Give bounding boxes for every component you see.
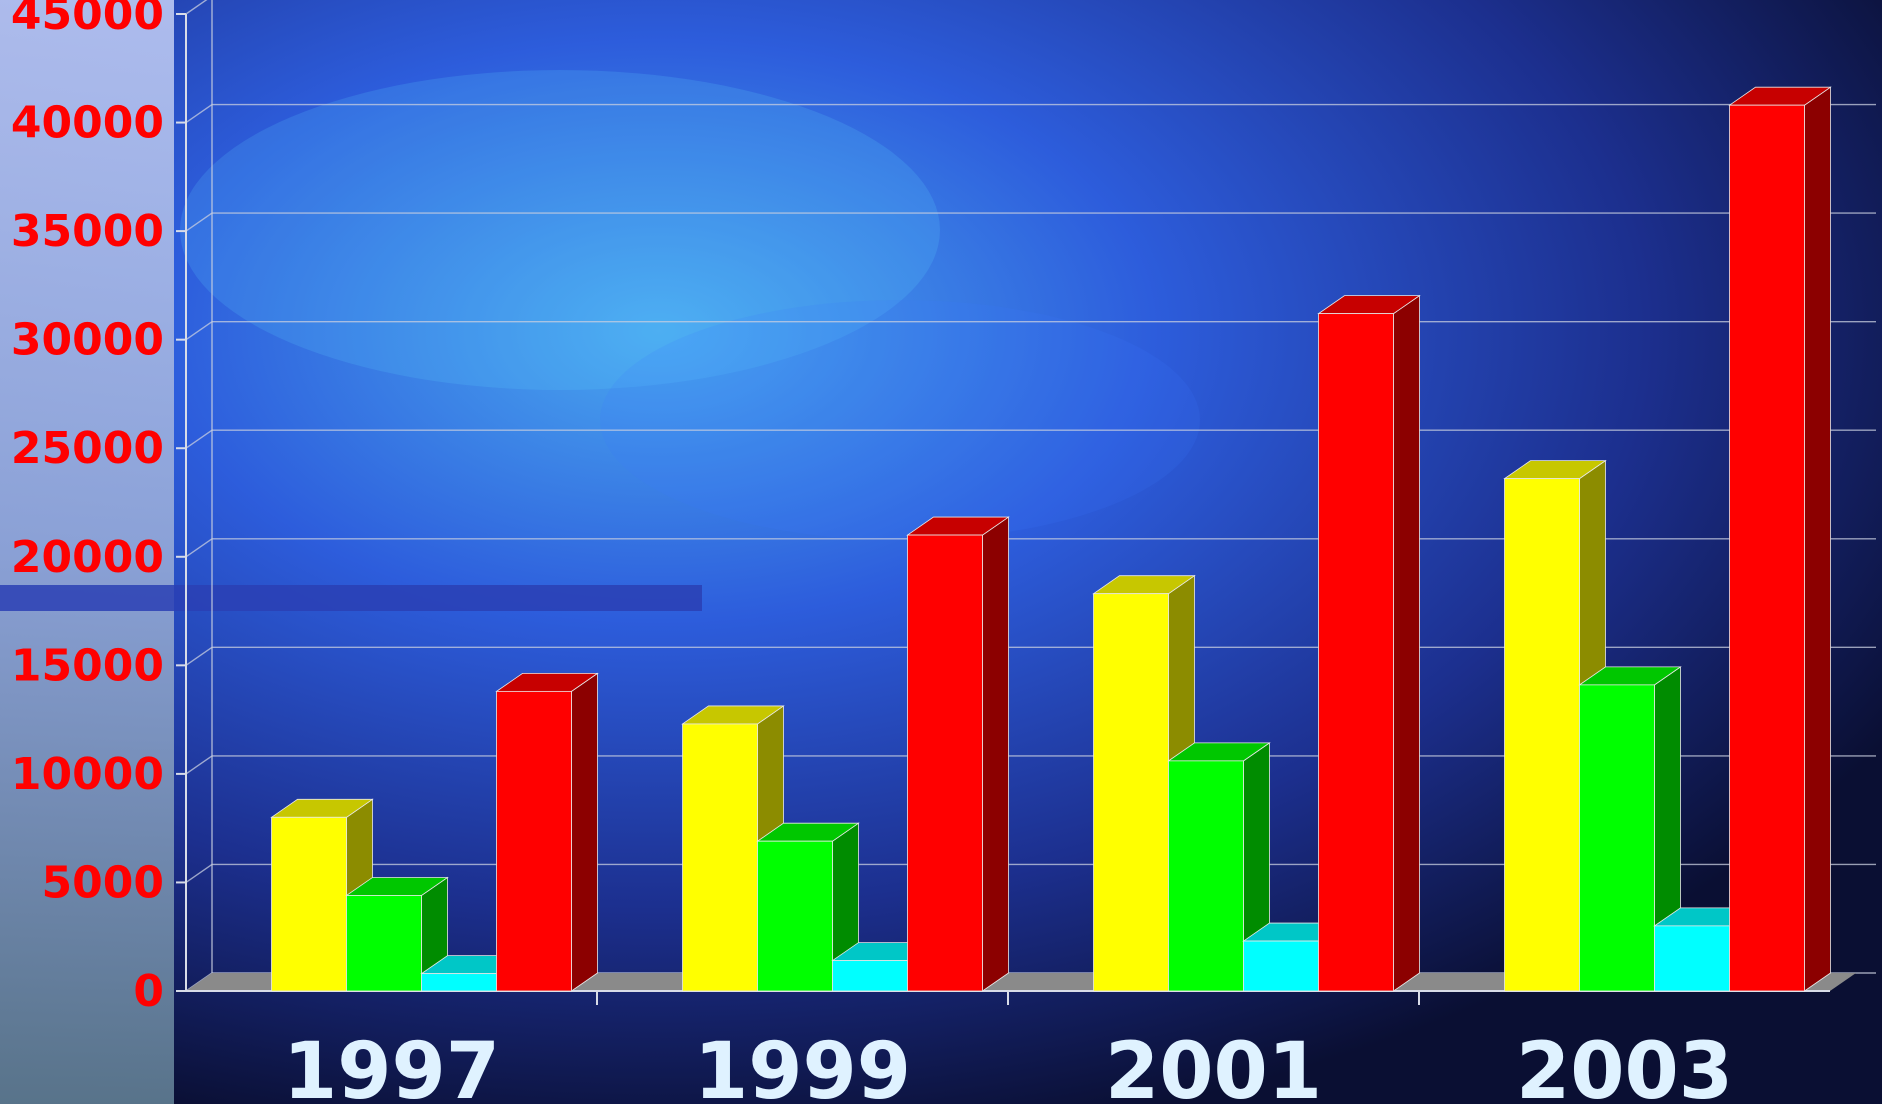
gridline-depth [185,212,213,232]
y-tick-label: 45000 [11,0,164,40]
gridline-depth [185,103,213,124]
bar [906,516,1010,992]
y-tick-label: 10000 [11,749,164,800]
gridline-depth [185,538,213,558]
x-tick-label: 1997 [283,1027,500,1104]
bar [1728,86,1832,992]
gridline-depth [185,863,213,884]
gridline-depth [185,755,213,775]
y-tick-label: 35000 [11,206,164,257]
bar [1317,294,1421,992]
gridline-depth [185,646,213,666]
bar [495,672,599,992]
bar [681,705,785,992]
y-tick-label: 25000 [11,423,164,474]
gridline-depth [185,321,213,341]
y-tick-label: 20000 [11,532,164,583]
bars [270,86,1832,992]
x-axis-tick-labels: 1997 1999 2001 2003 [283,1027,1733,1104]
y-tick-label: 30000 [11,315,164,366]
y-tick-label: 5000 [42,857,164,908]
y-axis-tick-labels: 0 5000 10000 15000 20000 25000 30000 35000 40000… [11,0,164,1017]
y-tick-label: 0 [133,966,164,1017]
y-tick-label: 40000 [11,98,164,149]
gridline-depth [185,0,208,15]
x-tick-label: 2003 [1516,1027,1733,1104]
gridline-depth [185,429,213,449]
x-tick-label: 2001 [1105,1027,1322,1104]
bar [1578,666,1682,992]
x-tick-label: 1999 [694,1027,911,1104]
y-tick-label: 15000 [11,640,164,691]
chart-floor [186,973,1856,991]
